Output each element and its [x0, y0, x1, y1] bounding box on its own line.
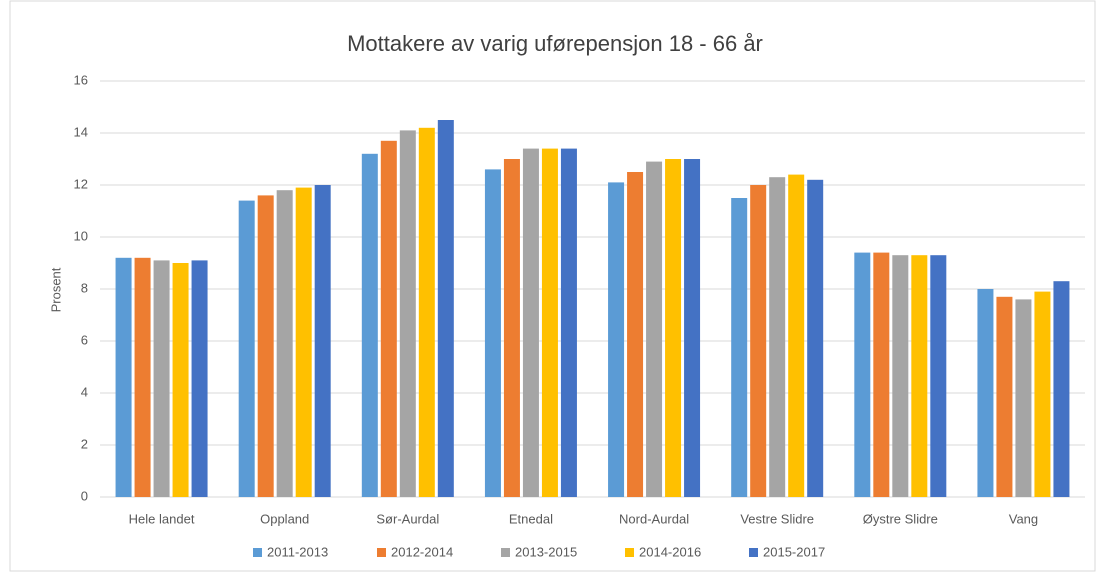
bar [380, 140, 397, 498]
bar [503, 159, 520, 497]
bar [541, 148, 558, 497]
bar [892, 255, 909, 497]
bar [437, 120, 454, 497]
bar [873, 252, 890, 497]
bar [788, 174, 805, 497]
legend-swatch [501, 548, 510, 557]
bar [257, 195, 274, 497]
y-tick-label: 16 [74, 72, 88, 87]
bar [977, 289, 994, 497]
y-axis-label: Prosent [48, 267, 63, 312]
bar [1015, 299, 1032, 497]
legend-label: 2012-2014 [391, 544, 453, 559]
bar [418, 127, 435, 498]
x-tick-label: Vang [1009, 511, 1038, 526]
bar [807, 179, 824, 498]
legend-label: 2015-2017 [763, 544, 825, 559]
y-tick-label: 4 [81, 384, 88, 399]
chart-title: Mottakere av varig uførepensjon 18 - 66 … [347, 31, 763, 56]
bar [646, 161, 663, 497]
legend-label: 2013-2015 [515, 544, 577, 559]
bar [560, 148, 577, 497]
y-tick-label: 0 [81, 488, 88, 503]
y-tick-label: 12 [74, 176, 88, 191]
bar [665, 159, 682, 497]
bar [854, 252, 871, 497]
bar [153, 260, 170, 497]
legend-swatch [749, 548, 758, 557]
bar [996, 296, 1013, 497]
bar [731, 198, 748, 497]
bar [684, 159, 701, 497]
legend-swatch [253, 548, 262, 557]
bar [191, 260, 208, 497]
y-tick-label: 6 [81, 332, 88, 347]
bar [750, 185, 767, 497]
x-tick-label: Øystre Slidre [863, 511, 938, 526]
bar [314, 185, 331, 497]
bar [608, 182, 625, 497]
x-tick-label: Etnedal [509, 511, 553, 526]
y-tick-label: 8 [81, 280, 88, 295]
x-tick-label: Vestre Slidre [740, 511, 814, 526]
x-tick-label: Hele landet [129, 511, 195, 526]
bar [1053, 281, 1070, 497]
x-tick-label: Sør-Aurdal [376, 511, 439, 526]
y-tick-label: 2 [81, 436, 88, 451]
legend-swatch [625, 548, 634, 557]
bar [134, 257, 151, 497]
bar [399, 130, 416, 497]
bar [172, 263, 189, 497]
y-tick-label: 10 [74, 228, 88, 243]
legend-label: 2011-2013 [267, 544, 328, 559]
bar [930, 255, 947, 497]
bar [522, 148, 539, 497]
bar [1034, 291, 1051, 497]
bar [276, 190, 293, 497]
bar [484, 169, 501, 497]
bar [361, 153, 378, 498]
bar [295, 187, 312, 497]
bar [911, 255, 928, 497]
bar [238, 200, 255, 497]
legend-label: 2014-2016 [639, 544, 701, 559]
bar [627, 172, 644, 497]
x-tick-label: Oppland [260, 511, 309, 526]
legend-swatch [377, 548, 386, 557]
x-tick-label: Nord-Aurdal [619, 511, 689, 526]
bar [769, 177, 786, 497]
y-tick-label: 14 [74, 124, 88, 139]
bar [115, 257, 132, 497]
